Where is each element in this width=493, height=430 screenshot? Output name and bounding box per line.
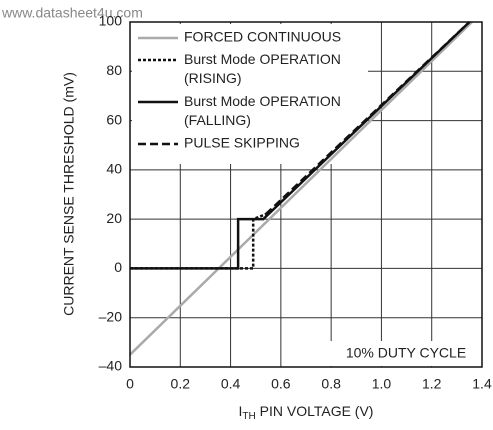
y-tick-label: –40 [99, 358, 123, 374]
x-tick-label: 0.4 [221, 376, 241, 392]
legend-label: PULSE SKIPPING [184, 135, 300, 151]
y-tick-label: 0 [114, 259, 122, 275]
series-line [264, 21, 471, 216]
x-tick-label: 0 [126, 376, 134, 392]
legend-line: Burst Mode OPERATION [184, 51, 341, 67]
legend-label: Burst Mode OPERATION (FALLING) [184, 93, 341, 128]
watermark: www.datasheet4u.com [1, 5, 143, 21]
y-tick-label: 40 [106, 161, 122, 177]
y-tick-label: 60 [106, 111, 122, 127]
legend-label: Burst Mode OPERATION (RISING) [184, 51, 341, 86]
x-tick-label: 0.2 [171, 376, 191, 392]
plot-frame [129, 21, 483, 368]
annotation: 10% DUTY CYCLE [346, 345, 466, 361]
legend-line: Burst Mode OPERATION [184, 93, 341, 109]
annotation-box [330, 341, 481, 366]
x-tick-label: 0.6 [271, 376, 291, 392]
x-axis-label: ITH PIN VOLTAGE (V) [239, 403, 374, 422]
y-tick-label: –20 [99, 308, 123, 324]
y-axis-label: CURRENT SENSE THRESHOLD (mV) [61, 72, 77, 316]
x-tick-label: 0.8 [321, 376, 341, 392]
legend-line: (RISING) [184, 70, 242, 86]
y-tick-label: 80 [106, 62, 122, 78]
x-tick-label: 1.4 [472, 376, 492, 392]
x-label-sub: TH [242, 411, 255, 422]
legend-background [132, 24, 368, 164]
x-tick-label: 1.0 [372, 376, 392, 392]
series-line [129, 21, 473, 356]
x-tick-label: 1.2 [422, 376, 442, 392]
x-label-rest: PIN VOLTAGE (V) [256, 403, 374, 419]
legend-label: FORCED CONTINUOUS [184, 29, 341, 45]
y-tick-label: 100 [99, 13, 123, 29]
x-label-main: I [239, 403, 243, 419]
legend-line: (FALLING) [184, 112, 251, 128]
y-tick-label: 20 [106, 210, 122, 226]
